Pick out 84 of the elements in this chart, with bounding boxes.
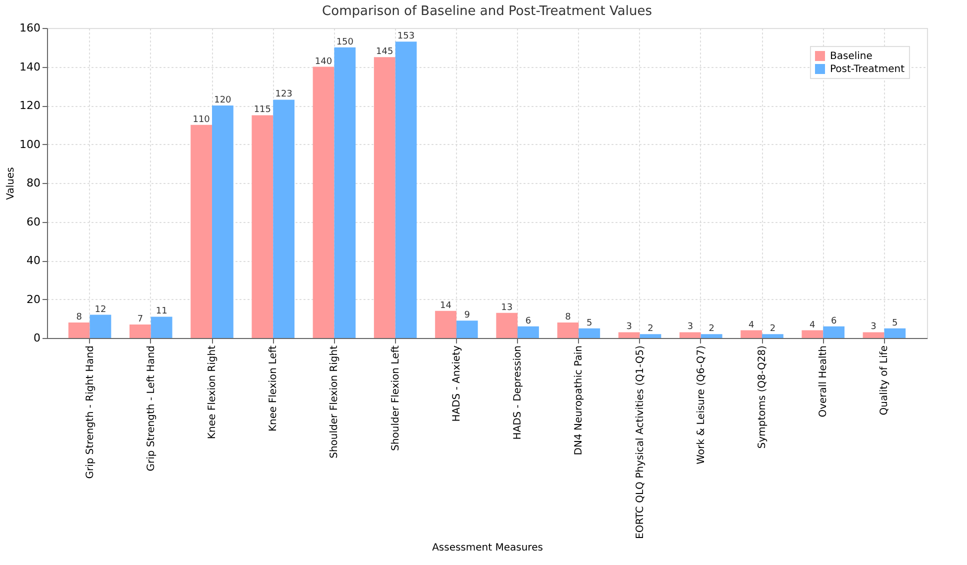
x-tick-label: EORTC QLQ Physical Activities (Q1-Q5)	[634, 345, 646, 539]
data-label: 9	[464, 310, 470, 321]
data-label: 140	[314, 56, 332, 67]
data-label: 8	[76, 312, 82, 322]
x-tick-label: Work & Leisure (Q6-Q7)	[696, 345, 707, 464]
data-label: 5	[586, 318, 592, 328]
data-label: 120	[214, 96, 232, 106]
data-label: 2	[770, 324, 776, 334]
data-label: 14	[440, 300, 452, 311]
data-label: 7	[137, 314, 144, 324]
data-label: 5	[892, 318, 898, 328]
y-tick-label: 0	[34, 332, 40, 344]
data-label: 3	[687, 322, 694, 332]
x-tick-label: HADS - Depression	[512, 346, 524, 440]
bar	[212, 106, 234, 338]
data-label: 3	[870, 322, 876, 332]
data-label: 13	[501, 302, 513, 313]
bar	[395, 42, 417, 338]
bar	[496, 312, 518, 338]
bar	[578, 328, 600, 338]
x-tick-label: Symptoms (Q8-Q28)	[757, 345, 768, 449]
bar	[740, 330, 762, 338]
bar	[884, 328, 906, 338]
bar	[862, 332, 884, 338]
bar	[557, 322, 579, 338]
bar	[90, 314, 112, 338]
data-label: 145	[376, 47, 394, 58]
bar	[435, 310, 456, 338]
data-label: 2	[648, 324, 654, 334]
data-label: 123	[275, 90, 292, 100]
x-tick-label: Overall Health	[818, 346, 830, 418]
bar	[700, 334, 722, 338]
chart-title: Comparison of Baseline and Post-Treatment Values	[322, 4, 652, 19]
data-label: 11	[156, 306, 168, 317]
bar	[130, 324, 151, 338]
bar	[762, 334, 784, 338]
bar	[150, 316, 172, 338]
y-tick-label: 80	[26, 176, 40, 190]
y-tick-label: 100	[20, 138, 40, 151]
data-label: 12	[94, 304, 106, 315]
x-tick-label: Quality of Life	[879, 346, 890, 416]
y-tick-label: 40	[26, 254, 40, 267]
y-tick-label: 60	[26, 215, 40, 228]
bar	[273, 100, 294, 338]
bar	[680, 332, 701, 338]
bar	[252, 115, 274, 338]
y-tick-label: 20	[26, 292, 40, 306]
x-tick-label: Knee Flexion Left	[268, 345, 280, 432]
data-label: 6	[830, 316, 837, 326]
x-tick-label: HADS - Anxiety	[451, 345, 462, 422]
bar	[823, 326, 844, 338]
bar	[802, 330, 824, 338]
x-tick-label: DN4 Neuropathic Pain	[574, 346, 585, 456]
x-tick-label: Grip Strength - Left Hand	[146, 346, 157, 472]
bar	[518, 326, 539, 338]
data-label: 6	[525, 316, 532, 326]
y-tick-label: 120	[20, 99, 40, 112]
bar	[68, 322, 90, 338]
data-label: 115	[254, 105, 272, 116]
x-tick-label: Shoulder Flexion Left	[390, 345, 402, 451]
data-label: 110	[192, 114, 210, 125]
data-label: 150	[336, 37, 354, 48]
data-label: 3	[626, 322, 632, 332]
y-tick-label: 140	[20, 60, 40, 74]
x-tick-label: Knee Flexion Right	[207, 345, 218, 440]
data-label: 153	[397, 32, 415, 42]
x-tick-label: Grip Strength - Right Hand	[84, 346, 96, 479]
x-axis-title: Assessment Measures	[432, 542, 543, 554]
bar	[618, 332, 640, 338]
x-tick-label: Shoulder Flexion Right	[329, 345, 340, 458]
bar	[334, 47, 356, 338]
bar	[374, 57, 396, 338]
bar	[312, 66, 334, 338]
data-label: 2	[708, 324, 714, 334]
legend-label: Post-Treatment	[830, 64, 905, 75]
bar	[456, 320, 478, 338]
bar	[190, 124, 212, 338]
data-label: 4	[748, 320, 754, 330]
data-label: 4	[810, 320, 816, 330]
data-label: 8	[565, 312, 572, 322]
y-axis-title: Values	[6, 167, 17, 200]
y-tick-label: 160	[20, 22, 40, 34]
bar	[640, 334, 662, 338]
legend-label: Baseline	[830, 51, 872, 62]
